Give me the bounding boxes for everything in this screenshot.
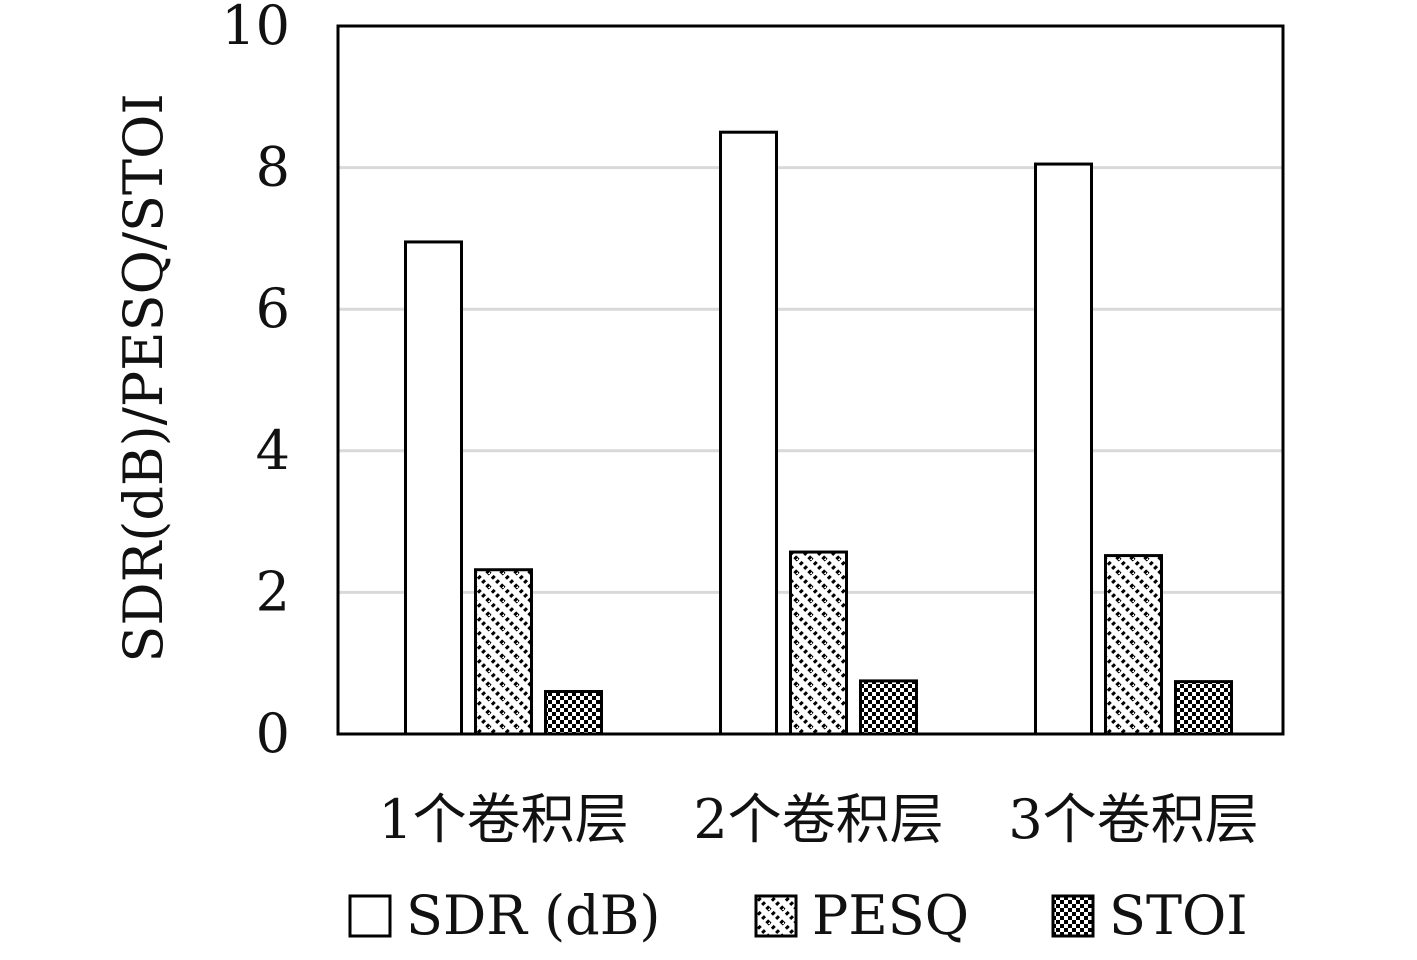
y-tick-label: 0 bbox=[256, 702, 290, 765]
legend-swatch bbox=[348, 894, 392, 938]
y-axis-title: SDR(dB)/PESQ/STOI bbox=[112, 93, 175, 662]
y-tick-label: 8 bbox=[256, 136, 290, 199]
bars bbox=[404, 130, 1233, 736]
bar bbox=[1104, 554, 1163, 736]
legend: SDR (dB) PESQ STOI bbox=[348, 884, 1248, 947]
legend-label: STOI bbox=[1109, 884, 1248, 947]
x-category-label: 1个卷积层 bbox=[378, 788, 628, 851]
bar bbox=[1034, 162, 1093, 736]
y-tick-label: 4 bbox=[256, 419, 290, 482]
legend-swatch bbox=[1051, 894, 1095, 938]
y-tick-label: 6 bbox=[256, 277, 290, 340]
bar bbox=[544, 690, 603, 736]
plot-frame bbox=[336, 24, 1285, 736]
legend-label: PESQ bbox=[812, 884, 969, 947]
bar bbox=[789, 550, 848, 736]
y-tick-label: 10 bbox=[221, 0, 290, 57]
bar bbox=[404, 240, 463, 736]
y-tick-label: 2 bbox=[256, 560, 290, 623]
x-category-label: 3个卷积层 bbox=[1008, 788, 1258, 851]
legend-swatch bbox=[754, 894, 798, 938]
bar bbox=[859, 679, 918, 736]
legend-label: SDR (dB) bbox=[406, 884, 661, 947]
bar bbox=[719, 130, 778, 736]
x-axis-categories: 1个卷积层 2个卷积层 3个卷积层 bbox=[378, 788, 1258, 851]
gridlines bbox=[338, 166, 1283, 594]
y-axis-ticks: 0 2 4 6 8 10 bbox=[221, 0, 290, 765]
bar bbox=[1174, 680, 1233, 736]
bar bbox=[474, 568, 533, 736]
x-category-label: 2个卷积层 bbox=[693, 788, 943, 851]
